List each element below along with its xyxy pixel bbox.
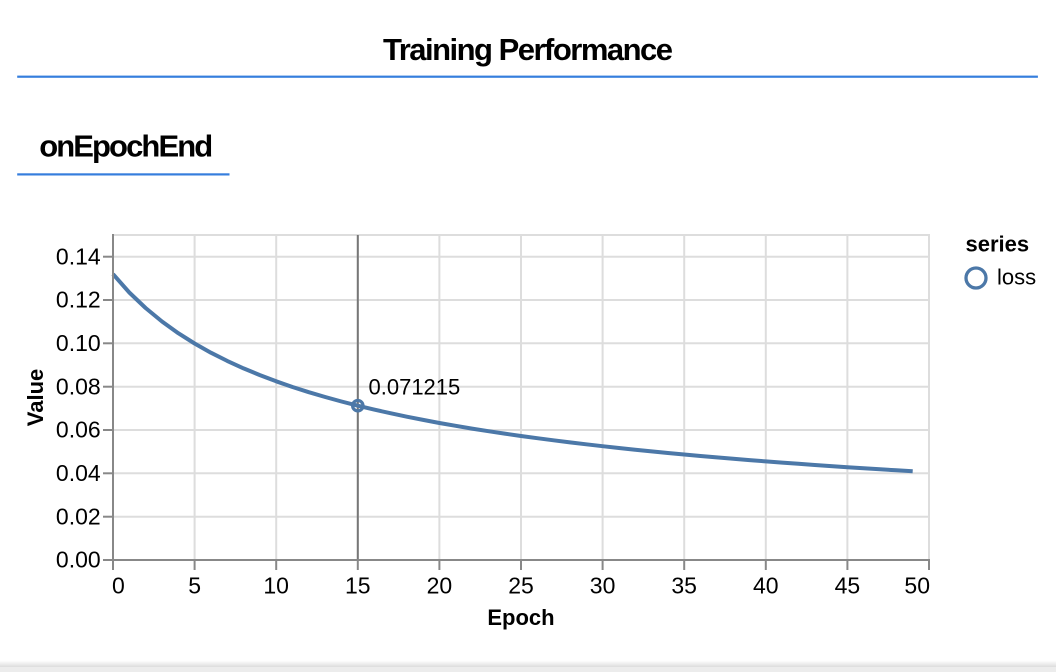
svg-text:Epoch: Epoch [487, 605, 554, 630]
svg-text:0.06: 0.06 [56, 417, 101, 443]
svg-text:0.10: 0.10 [56, 330, 101, 356]
svg-text:0.04: 0.04 [56, 460, 101, 486]
svg-text:30: 30 [590, 572, 616, 598]
svg-text:15: 15 [345, 572, 371, 598]
svg-text:35: 35 [671, 572, 697, 598]
svg-text:Training Performance: Training Performance [383, 32, 673, 67]
svg-text:0: 0 [112, 572, 125, 598]
svg-text:loss: loss [997, 264, 1036, 289]
svg-text:0.00: 0.00 [56, 547, 101, 573]
svg-text:50: 50 [904, 572, 930, 598]
svg-text:0.071215: 0.071215 [369, 374, 461, 399]
svg-text:series: series [966, 232, 1030, 257]
svg-text:45: 45 [835, 572, 861, 598]
svg-text:onEpochEnd: onEpochEnd [39, 128, 213, 163]
svg-text:0.12: 0.12 [56, 287, 101, 313]
svg-text:5: 5 [188, 572, 201, 598]
svg-text:0.02: 0.02 [56, 503, 101, 529]
svg-text:40: 40 [753, 572, 779, 598]
svg-text:20: 20 [427, 572, 453, 598]
svg-text:Value: Value [23, 369, 48, 426]
svg-text:0.14: 0.14 [56, 243, 101, 269]
svg-text:25: 25 [508, 572, 534, 598]
svg-text:10: 10 [263, 572, 289, 598]
svg-text:0.08: 0.08 [56, 373, 101, 399]
